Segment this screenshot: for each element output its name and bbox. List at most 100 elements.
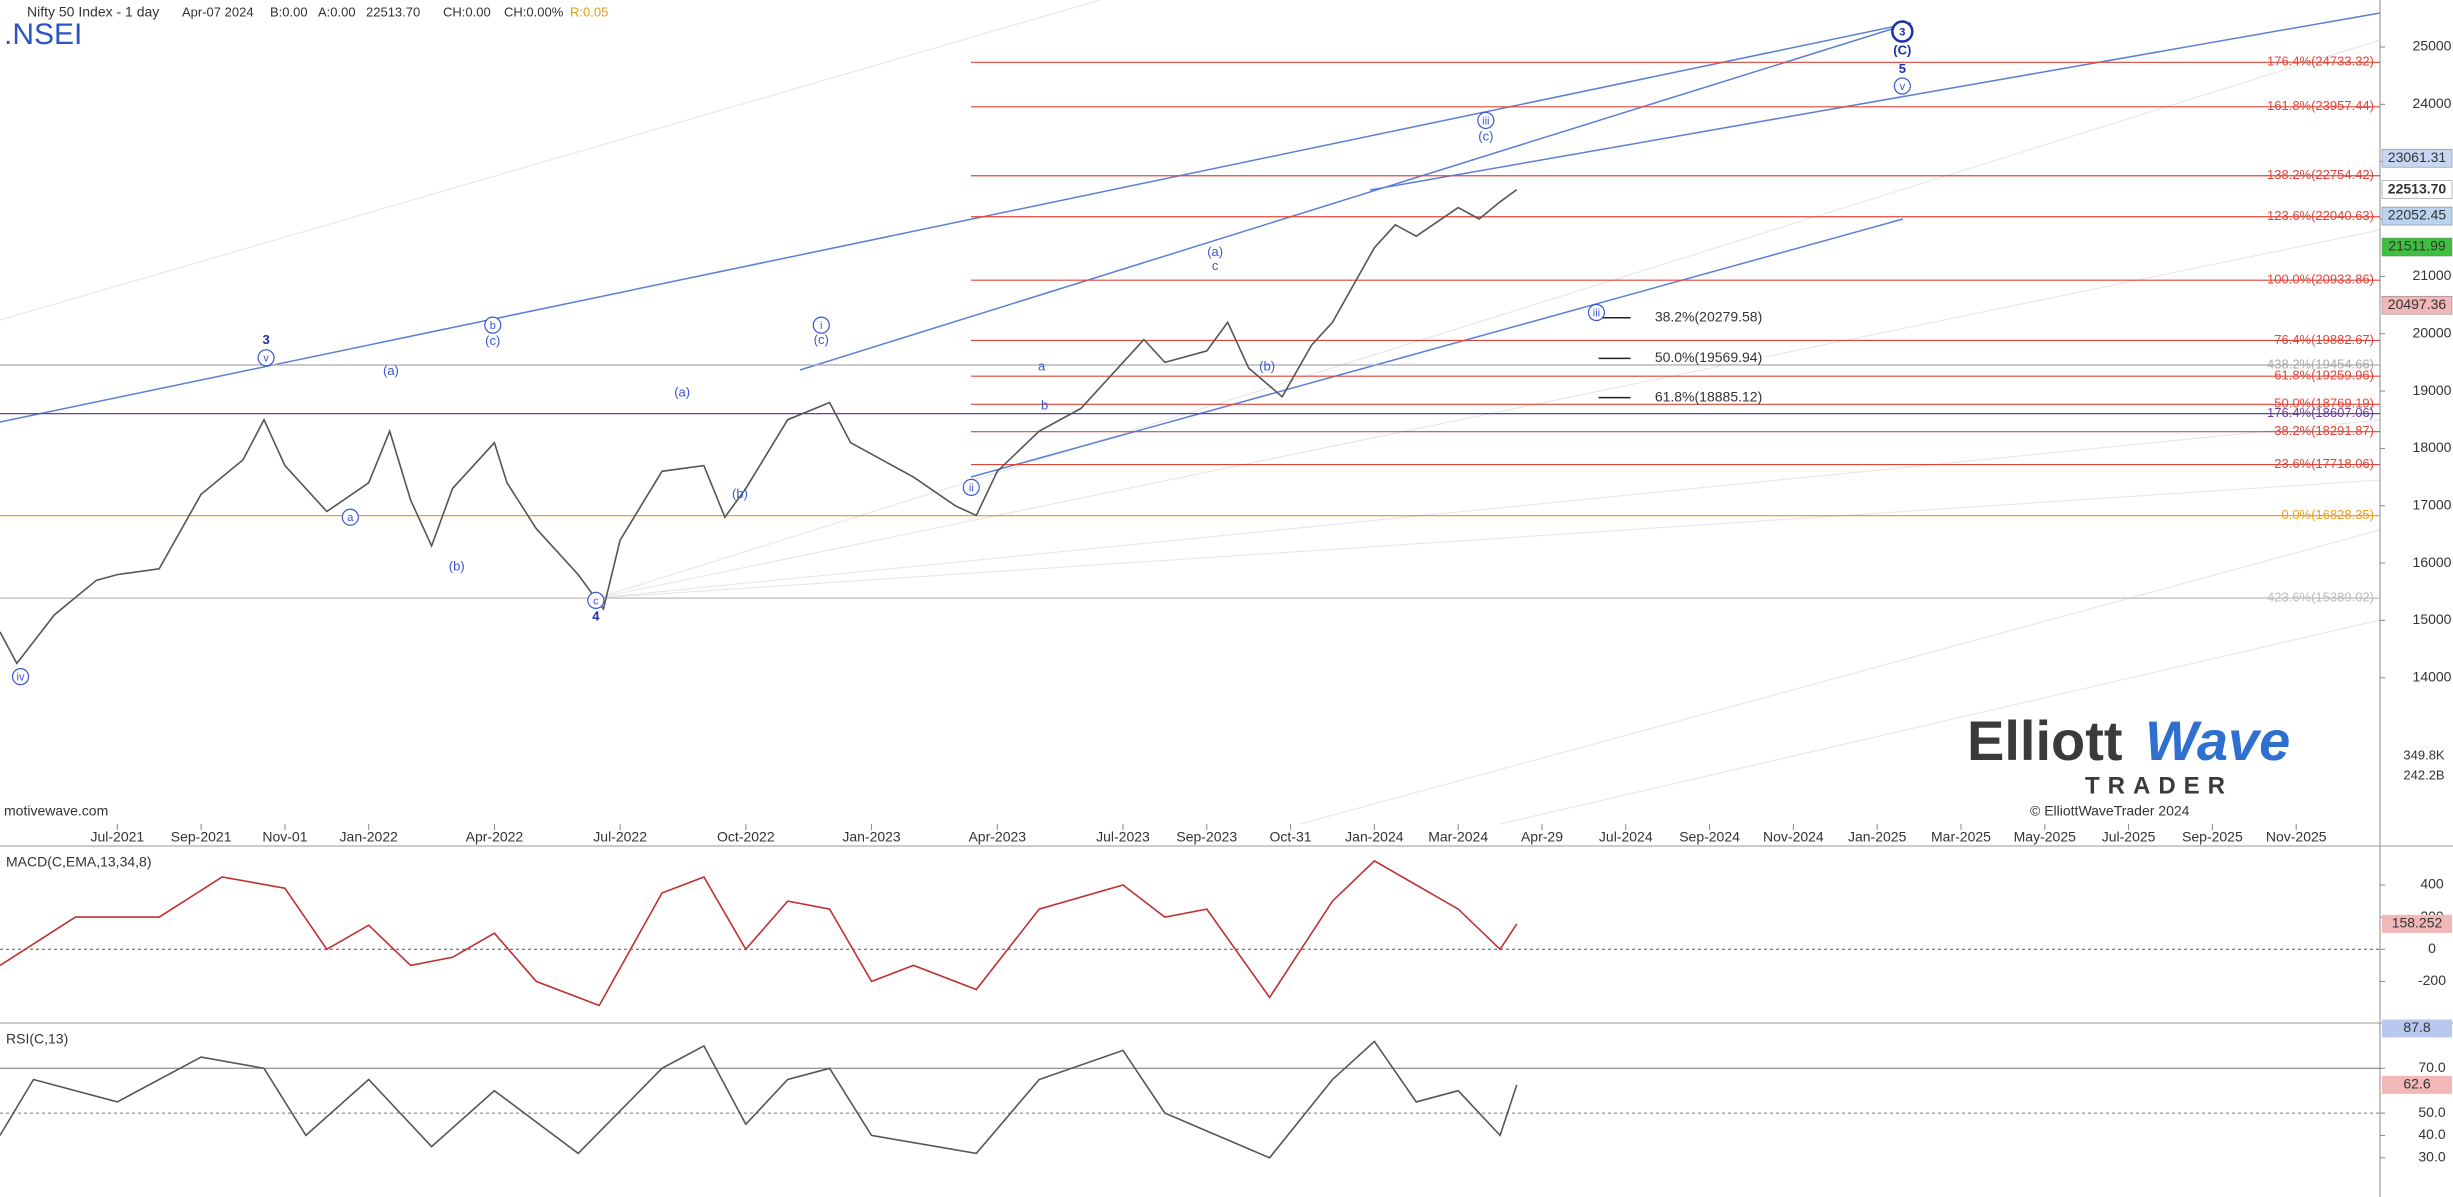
wave-circle bbox=[11, 668, 30, 686]
price-badge-label: 23061.31 bbox=[2388, 149, 2447, 165]
x-tick-label: Jul-2025 bbox=[2102, 829, 2156, 845]
symbol-title: Nifty 50 Index - 1 day bbox=[27, 4, 159, 20]
fib-label: 0.0%(16828.35) bbox=[2281, 507, 2374, 522]
x-tick-label: Sep-2025 bbox=[2182, 829, 2243, 845]
wave-circle bbox=[1893, 77, 1911, 95]
wave-label: (C) bbox=[1893, 42, 1911, 57]
price-line bbox=[0, 188, 1518, 665]
x-tick-label: Mar-2025 bbox=[1931, 829, 1991, 845]
trend-lines bbox=[0, 12, 2381, 478]
price-badge-label: 22513.70 bbox=[2388, 180, 2447, 196]
x-tick-label: Apr-2022 bbox=[466, 829, 524, 845]
x-tick-label: Jul-2024 bbox=[1599, 829, 1653, 845]
y-tick-label: 25000 bbox=[2413, 38, 2452, 54]
wave-label: ii bbox=[969, 482, 974, 494]
fib-label: 76.4%(19882.67) bbox=[2274, 332, 2374, 347]
wave-label: (a) bbox=[383, 363, 399, 378]
y-tick-label: 70.0 bbox=[2418, 1059, 2445, 1075]
value-badge-label: 62.6 bbox=[2403, 1076, 2430, 1092]
wave-label: (c) bbox=[485, 333, 500, 348]
y-tick-label: 400 bbox=[2420, 876, 2444, 892]
wave-label: i bbox=[820, 320, 822, 332]
x-tick-label: Jul-2021 bbox=[90, 829, 144, 845]
logo-word: TRADER bbox=[2085, 772, 2233, 799]
volume-label: 349.8K bbox=[2403, 747, 2445, 762]
x-tick-label: Jan-2022 bbox=[340, 829, 399, 845]
wave-circle bbox=[257, 349, 275, 367]
wave-label: (c) bbox=[1478, 128, 1493, 143]
fib-label: 23.6%(17718.06) bbox=[2274, 456, 2374, 471]
wave-circle bbox=[484, 316, 502, 334]
wave-label: v bbox=[1900, 81, 1906, 93]
date: Apr-07 2024 bbox=[182, 4, 254, 19]
x-tick-label: Apr-2023 bbox=[968, 829, 1026, 845]
y-tick-label: 21000 bbox=[2413, 267, 2452, 283]
fib-label: 100.0%(20933.86) bbox=[2267, 272, 2374, 287]
bid: B:0.00 bbox=[270, 4, 308, 19]
wave-label: 3 bbox=[1899, 26, 1905, 38]
x-tick-label: Nov-2025 bbox=[2266, 829, 2327, 845]
wave-circle bbox=[587, 591, 605, 609]
wave-label: 4 bbox=[592, 608, 600, 623]
y-tick-label: 24000 bbox=[2413, 95, 2452, 111]
y-tick-label: 19000 bbox=[2413, 382, 2452, 398]
y-tick-label: 18000 bbox=[2413, 439, 2452, 455]
wave-label: 3 bbox=[262, 332, 269, 347]
panel-title: RSI(C,13) bbox=[6, 1031, 68, 1047]
price-badge bbox=[2381, 180, 2453, 199]
wave-label: a bbox=[1038, 358, 1046, 373]
y-tick-label: 17000 bbox=[2413, 496, 2452, 512]
fib-label: 423.6%(15389.02) bbox=[2267, 590, 2374, 605]
wave-label: a bbox=[347, 512, 354, 524]
fib-label: 438.2%(19454.66) bbox=[2267, 356, 2374, 371]
ticker: .NSEI bbox=[4, 18, 82, 51]
value-badge bbox=[2382, 914, 2452, 933]
price-line bbox=[0, 1040, 1518, 1159]
logo-word: Wave bbox=[2145, 709, 2290, 772]
x-tick-label: Jan-2023 bbox=[842, 829, 901, 845]
x-tick-label: Nov-2024 bbox=[1763, 829, 1824, 845]
wave-label: c bbox=[1212, 258, 1219, 273]
target-label: 50.0%(19569.94) bbox=[1655, 349, 1762, 365]
watermark: motivewave.com bbox=[4, 803, 108, 819]
x-tick-label: Sep-2023 bbox=[1176, 829, 1237, 845]
target-label: 61.8%(18885.12) bbox=[1655, 388, 1762, 404]
wave-label: 5 bbox=[1899, 61, 1906, 76]
wave-circle bbox=[341, 508, 359, 526]
fib-label: 61.8%(19259.96) bbox=[2274, 368, 2374, 383]
range: R:0.05 bbox=[570, 4, 608, 19]
x-tick-label: Jul-2023 bbox=[1096, 829, 1150, 845]
wave-label: c bbox=[593, 595, 599, 607]
wave-circle bbox=[1587, 303, 1606, 322]
fib-label: 176.4%(24733.32) bbox=[2267, 54, 2374, 69]
value-badge-label: 87.8 bbox=[2403, 1019, 2430, 1035]
wave-label: (b) bbox=[449, 558, 465, 573]
ask: A:0.00 bbox=[318, 4, 356, 19]
y-tick-label: 40.0 bbox=[2418, 1126, 2445, 1142]
logo-word: Elliott bbox=[1967, 709, 2123, 772]
y-tick-label: 0 bbox=[2428, 940, 2436, 956]
wave-circle bbox=[962, 478, 980, 497]
value-badge bbox=[2382, 1075, 2452, 1094]
value-badge-label: 158.252 bbox=[2392, 915, 2443, 931]
close: 22513.70 bbox=[366, 4, 420, 19]
logo: Elliott Wave TRADER © ElliottWaveTrader … bbox=[1967, 709, 2290, 819]
price-badge bbox=[2381, 237, 2453, 257]
x-tick-label: Oct-2022 bbox=[717, 829, 775, 845]
fib-label: 138.2%(22754.42) bbox=[2267, 167, 2374, 182]
x-tick-label: Nov-01 bbox=[262, 829, 307, 845]
price-badge bbox=[2381, 206, 2453, 226]
fib-label: 161.8%(23957.44) bbox=[2267, 98, 2374, 113]
price-badge-label: 22052.45 bbox=[2388, 207, 2447, 223]
x-tick-label: Sep-2024 bbox=[1679, 829, 1740, 845]
wave-label: (b) bbox=[1259, 358, 1275, 373]
copyright: © ElliottWaveTrader 2024 bbox=[2030, 803, 2190, 819]
fib-label: 123.6%(22040.63) bbox=[2267, 208, 2374, 223]
y-tick-label: 50.0 bbox=[2418, 1104, 2445, 1120]
header: Nifty 50 Index - 1 day Apr-07 2024 B:0.0… bbox=[4, 4, 608, 51]
fib-label: 50.0%(18769.19) bbox=[2274, 396, 2374, 411]
x-tick-label: Oct-31 bbox=[1270, 829, 1312, 845]
wave-label: iii bbox=[1593, 307, 1600, 319]
